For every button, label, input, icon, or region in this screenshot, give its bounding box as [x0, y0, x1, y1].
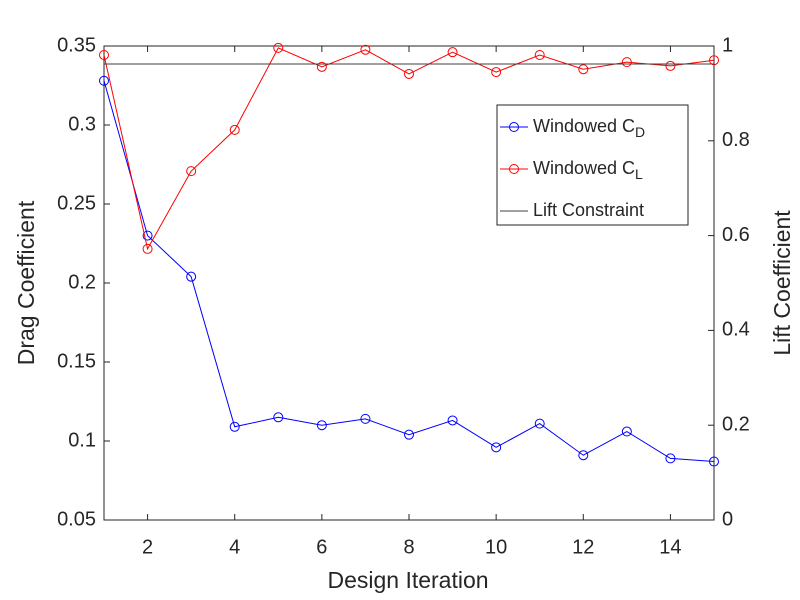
legend-label: Windowed CD: [533, 116, 645, 140]
data-point: [709, 456, 719, 467]
data-point: [404, 68, 414, 79]
x-tick-label: 8: [403, 536, 414, 558]
y-tick-label: 0.3: [68, 113, 96, 135]
legend-box: [496, 104, 689, 226]
data-point: [665, 60, 676, 71]
legend-marker: [509, 164, 519, 174]
legend-name: Windowed C: [533, 116, 635, 136]
legend-subscript: L: [635, 166, 643, 182]
y-tick-label: 0.05: [57, 508, 96, 530]
data-point: [273, 42, 284, 53]
data-point: [99, 75, 109, 86]
y2-tick-label: 0.2: [722, 413, 750, 435]
x-tick-label: 14: [659, 536, 681, 558]
y2-tick-label: 0.6: [722, 224, 750, 246]
legend-marker: [509, 122, 519, 132]
legend-name: Lift Constraint: [533, 200, 644, 220]
y2-tick-label: 0.4: [722, 319, 750, 341]
x-tick-label: 4: [229, 536, 240, 558]
plot-frame: [103, 45, 715, 521]
data-point: [578, 450, 589, 461]
data-point: [491, 442, 502, 453]
data-point: [316, 61, 327, 72]
legend-label: Lift Constraint: [533, 200, 644, 220]
data-point: [99, 50, 109, 61]
series-line: [103, 80, 715, 463]
y-tick-label: 0.25: [57, 192, 96, 214]
x-tick-label: 10: [485, 536, 507, 558]
data-point: [709, 55, 719, 66]
data-point: [273, 412, 284, 423]
y-tick-label: 0.35: [57, 34, 96, 56]
data-point: [360, 44, 371, 55]
data-point: [142, 230, 153, 241]
y2-tick-label: 1: [722, 34, 733, 56]
y2-tick-label: 0: [722, 508, 733, 530]
data-point: [491, 67, 502, 78]
y2-tick-label: 0.8: [722, 129, 750, 151]
data-point: [578, 64, 589, 75]
y-tick-label: 0.2: [68, 271, 96, 293]
data-point: [229, 421, 240, 432]
x-tick-label: 2: [142, 536, 153, 558]
y-axis-label: Drag Coefficient: [13, 200, 39, 365]
y-tick-label: 0.15: [57, 350, 96, 372]
data-point: [142, 243, 153, 254]
y2-axis-label: Lift Coefficient: [769, 210, 795, 356]
data-point: [186, 271, 197, 282]
data-point: [534, 418, 545, 429]
x-tick-label: 12: [572, 536, 594, 558]
data-point: [447, 47, 458, 58]
x-tick-label: 6: [316, 536, 327, 558]
data-point: [404, 429, 414, 440]
data-point: [186, 166, 197, 177]
data-point: [229, 124, 240, 135]
data-point: [665, 453, 676, 464]
x-axis-label: Design Iteration: [327, 567, 488, 593]
data-point: [447, 415, 458, 426]
legend-name: Windowed C: [533, 158, 635, 178]
data-point: [621, 426, 632, 437]
legend-subscript: D: [635, 124, 645, 140]
data-point: [316, 420, 327, 431]
data-point: [621, 57, 632, 68]
data-point: [534, 50, 545, 61]
y-tick-label: 0.1: [68, 429, 96, 451]
data-point: [360, 413, 371, 424]
legend-label: Windowed CL: [533, 158, 643, 182]
